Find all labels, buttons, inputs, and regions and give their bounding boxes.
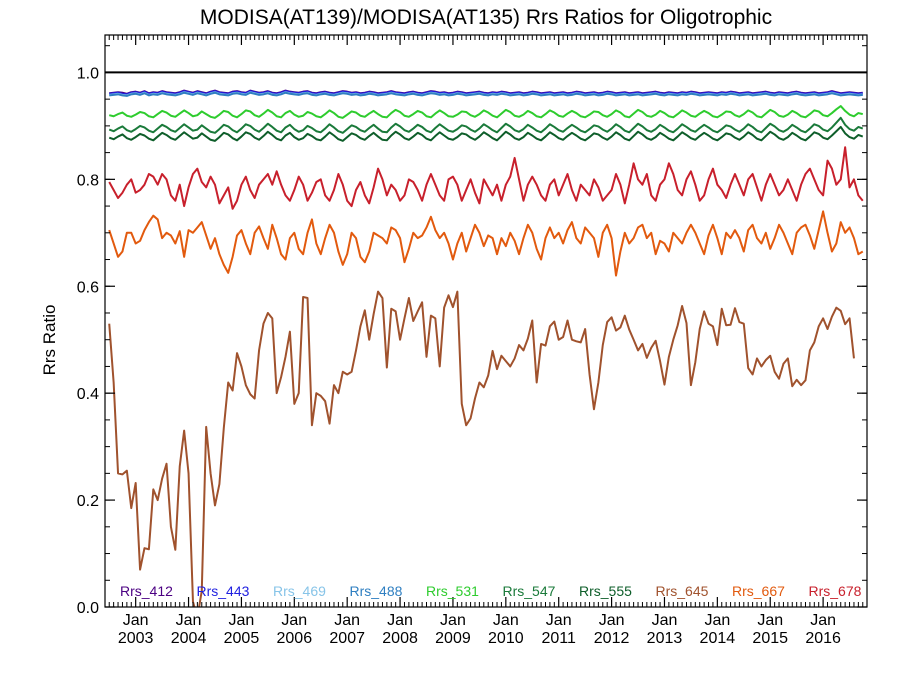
y-tick-label: 0.4 (77, 386, 99, 403)
x-tick-label-year: 2016 (805, 630, 841, 647)
legend-entry-rrs-645: Rrs_645 (656, 583, 709, 599)
x-tick-label-year: 2008 (382, 630, 418, 647)
x-tick-label-year: 2015 (752, 630, 788, 647)
legend-entry-rrs-531: Rrs_531 (426, 583, 479, 599)
x-tick-label-year: 2003 (118, 630, 154, 647)
x-tick-label-year: 2009 (435, 630, 471, 647)
series-layer (108, 89, 864, 607)
legend-entry-rrs-547: Rrs_547 (503, 583, 556, 599)
y-tick-label: 0.0 (77, 600, 99, 617)
x-tick-label-year: 2014 (700, 630, 736, 647)
x-tick-label-month: Jan (334, 612, 360, 629)
x-tick-label-year: 2013 (647, 630, 683, 647)
series-line-rrs-678 (108, 146, 864, 210)
x-tick-label-month: Jan (757, 612, 783, 629)
legend-entry-rrs-412: Rrs_412 (120, 583, 173, 599)
plot-frame (104, 34, 868, 608)
y-axis-label: Rrs Ratio (40, 305, 59, 376)
series-line-rrs-555 (108, 125, 864, 142)
x-tick-label-month: Jan (546, 612, 572, 629)
legend-entry-rrs-678: Rrs_678 (809, 583, 862, 599)
x-tick-label-year: 2004 (171, 630, 207, 647)
legend: Rrs_412 Rrs_443 Rrs_469 Rrs_488 Rrs_531 Rrs_5… (120, 583, 862, 599)
legend-entry-rrs-667: Rrs_667 (732, 583, 785, 599)
x-tick-label-year: 2006 (277, 630, 313, 647)
x-tick-label-month: Jan (652, 612, 678, 629)
series-line-rrs-443 (109, 90, 863, 96)
x-tick-label-year: 2007 (329, 630, 365, 647)
legend-entry-rrs-488: Rrs_488 (350, 583, 403, 599)
legend-entry-rrs-469: Rrs_469 (273, 583, 326, 599)
x-tick-label-year: 2011 (542, 630, 577, 647)
x-tick-label-month: Jan (599, 612, 625, 629)
series-line-rrs-531 (108, 105, 864, 119)
x-tick-label-month: Jan (387, 612, 413, 629)
x-tick-label-year: 2005 (224, 630, 260, 647)
legend-entry-rrs-555: Rrs_555 (579, 583, 632, 599)
x-tick-label-month: Jan (440, 612, 466, 629)
x-axis: Jan2003Jan2004Jan2005Jan2006Jan2007Jan20… (108, 35, 864, 647)
series-line-rrs-488 (109, 91, 863, 97)
legend-entry-rrs-443: Rrs_443 (197, 583, 250, 599)
x-tick-label-month: Jan (229, 612, 255, 629)
series-line-rrs-547 (108, 116, 864, 134)
y-tick-label: 0.2 (77, 493, 99, 510)
x-tick-label-month: Jan (704, 612, 730, 629)
y-tick-label: 0.6 (77, 279, 99, 296)
chart-title: MODISA(AT139)/MODISA(AT135) Rrs Ratios f… (200, 6, 772, 29)
y-tick-label: 0.8 (77, 172, 99, 189)
x-tick-label-month: Jan (176, 612, 202, 629)
y-tick-label: 1.0 (77, 65, 99, 82)
series-line-rrs-667 (108, 210, 864, 277)
x-tick-label-month: Jan (493, 612, 519, 629)
y-axis: 0.0 0.2 0.4 0.6 0.8 1.0 (77, 45, 867, 617)
x-tick-label-month: Jan (123, 612, 149, 629)
x-tick-label-year: 2012 (594, 630, 630, 647)
x-tick-label-year: 2010 (488, 630, 524, 647)
series-line-rrs-645 (108, 290, 855, 607)
x-tick-label-month: Jan (281, 612, 307, 629)
x-tick-label-month: Jan (810, 612, 836, 629)
